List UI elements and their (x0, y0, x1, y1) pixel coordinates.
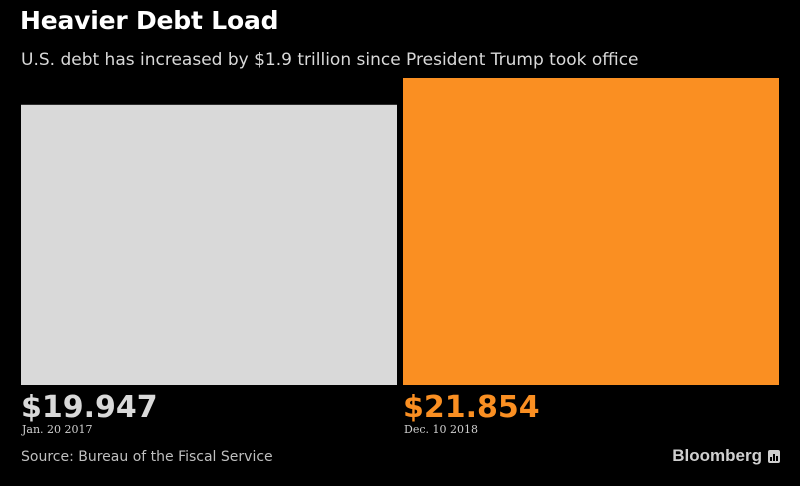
bar-value-label-1: $19.947 (21, 390, 158, 425)
chart-title: Heavier Debt Load (20, 6, 279, 35)
category-label-1: Jan. 20 2017 (21, 423, 93, 436)
bar-2 (403, 78, 779, 385)
brand-name: Bloomberg (672, 446, 762, 465)
source-note: Source: Bureau of the Fiscal Service (21, 449, 273, 465)
bloomberg-chart-icon (768, 449, 780, 463)
chart-subtitle: U.S. debt has increased by $1.9 trillion… (21, 50, 639, 70)
bar-1 (21, 104, 397, 386)
bloomberg-logo: Bloomberg (672, 446, 780, 466)
category-label-2: Dec. 10 2018 (404, 423, 478, 436)
bar-value-label-2: $21.854 (403, 390, 540, 425)
